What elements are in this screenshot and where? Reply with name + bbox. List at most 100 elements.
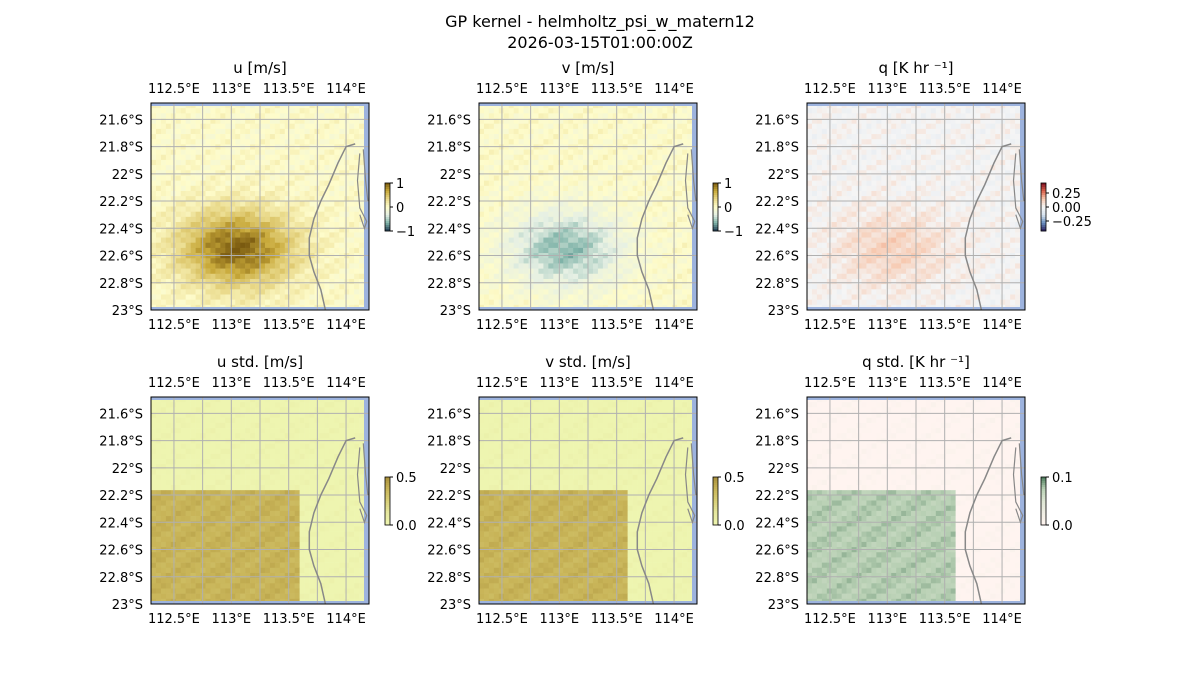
heat-cell <box>965 206 971 212</box>
heat-cell <box>503 232 510 238</box>
heat-cell <box>925 139 932 145</box>
heat-cell <box>279 268 286 275</box>
heat-cell <box>279 227 286 233</box>
heat-cell <box>647 237 653 244</box>
heat-cell <box>479 299 485 306</box>
heat-cell <box>861 154 867 161</box>
heat-cell <box>662 134 668 140</box>
heat-cell <box>260 108 266 114</box>
heat-cell <box>349 268 355 275</box>
heat-cell <box>876 118 882 124</box>
heat-cell <box>856 185 862 192</box>
heat-cell <box>682 180 688 187</box>
heat-cell <box>513 222 519 228</box>
heat-cell <box>299 159 305 166</box>
heat-cell <box>945 159 951 166</box>
heat-cell <box>807 247 813 254</box>
heat-cell <box>200 278 206 285</box>
heat-cell <box>205 263 211 269</box>
heat-cell <box>205 108 211 114</box>
heat-cell <box>861 108 867 114</box>
heat-cell <box>503 134 510 140</box>
heat-cell <box>220 154 226 161</box>
heat-cell <box>1015 149 1021 156</box>
heat-cell <box>200 273 206 280</box>
heat-cell <box>677 263 683 269</box>
heat-cell <box>220 118 226 124</box>
heat-cell <box>935 201 942 207</box>
heat-cell <box>245 258 251 264</box>
heat-cell <box>528 154 534 161</box>
heat-cell <box>617 149 623 156</box>
heat-cell <box>250 165 256 171</box>
heat-cell <box>548 185 554 192</box>
heat-cell <box>627 149 633 156</box>
heat-cell <box>573 159 579 166</box>
colorbar-segment <box>713 213 718 216</box>
heat-cell <box>329 201 335 207</box>
heat-cell <box>240 299 246 306</box>
heat-cell <box>911 144 917 150</box>
heat-cell <box>493 216 500 223</box>
heat-cell <box>255 227 261 233</box>
heat-cell <box>568 258 574 264</box>
heat-cell <box>538 232 544 238</box>
heat-cell <box>255 144 261 150</box>
heat-cell <box>175 123 182 130</box>
heat-cell <box>548 263 554 269</box>
heat-cell <box>990 175 996 181</box>
heat-cell <box>672 180 678 187</box>
heat-cell <box>826 232 833 238</box>
heat-cell <box>250 190 256 197</box>
heat-cell <box>359 242 365 249</box>
heat-cell <box>344 211 350 218</box>
heat-cell <box>568 237 574 244</box>
heat-cell <box>677 289 683 295</box>
heat-cell <box>200 232 206 238</box>
heat-cell <box>329 278 335 285</box>
heat-cell <box>558 175 564 181</box>
heat-cell <box>185 165 191 171</box>
heat-cell <box>493 134 500 140</box>
heat-cell <box>1005 242 1011 249</box>
heat-cell <box>906 108 912 114</box>
heat-cell <box>945 144 951 150</box>
heat-cell <box>225 165 231 171</box>
heat-cell <box>637 159 643 166</box>
heat-cell <box>573 134 579 140</box>
heat-cell <box>935 185 942 192</box>
heat-cell <box>588 144 594 150</box>
heat-cell <box>1005 165 1011 171</box>
heat-cell <box>965 139 971 145</box>
heat-cell <box>210 123 216 130</box>
heat-cell <box>990 232 996 238</box>
heat-cell <box>479 216 485 223</box>
heat-cell <box>205 149 211 156</box>
heat-cell <box>846 222 852 228</box>
heat-cell <box>672 242 678 249</box>
heat-cell <box>538 263 544 269</box>
heat-cell <box>950 144 956 150</box>
heat-cell <box>334 154 340 161</box>
heat-cell <box>538 284 544 290</box>
heat-cell <box>324 180 330 187</box>
heat-cell <box>657 180 663 187</box>
heat-cell <box>906 216 912 223</box>
heat-cell <box>304 196 310 202</box>
heat-cell <box>250 299 256 306</box>
heat-cell <box>667 134 673 140</box>
heat-cell <box>945 190 951 197</box>
heat-cell <box>269 108 276 114</box>
heat-cell <box>483 268 490 275</box>
heat-cell <box>677 294 683 300</box>
heat-cell <box>170 123 177 130</box>
heat-cell <box>990 242 996 249</box>
colorbar-segment <box>713 191 718 194</box>
heat-cell <box>588 165 594 171</box>
heat-cell <box>518 294 524 300</box>
y-tick-label: 22.8°S <box>99 277 143 292</box>
heat-cell <box>588 113 594 119</box>
heat-cell <box>538 190 544 197</box>
heat-cell <box>264 159 271 166</box>
heat-cell <box>543 144 549 150</box>
